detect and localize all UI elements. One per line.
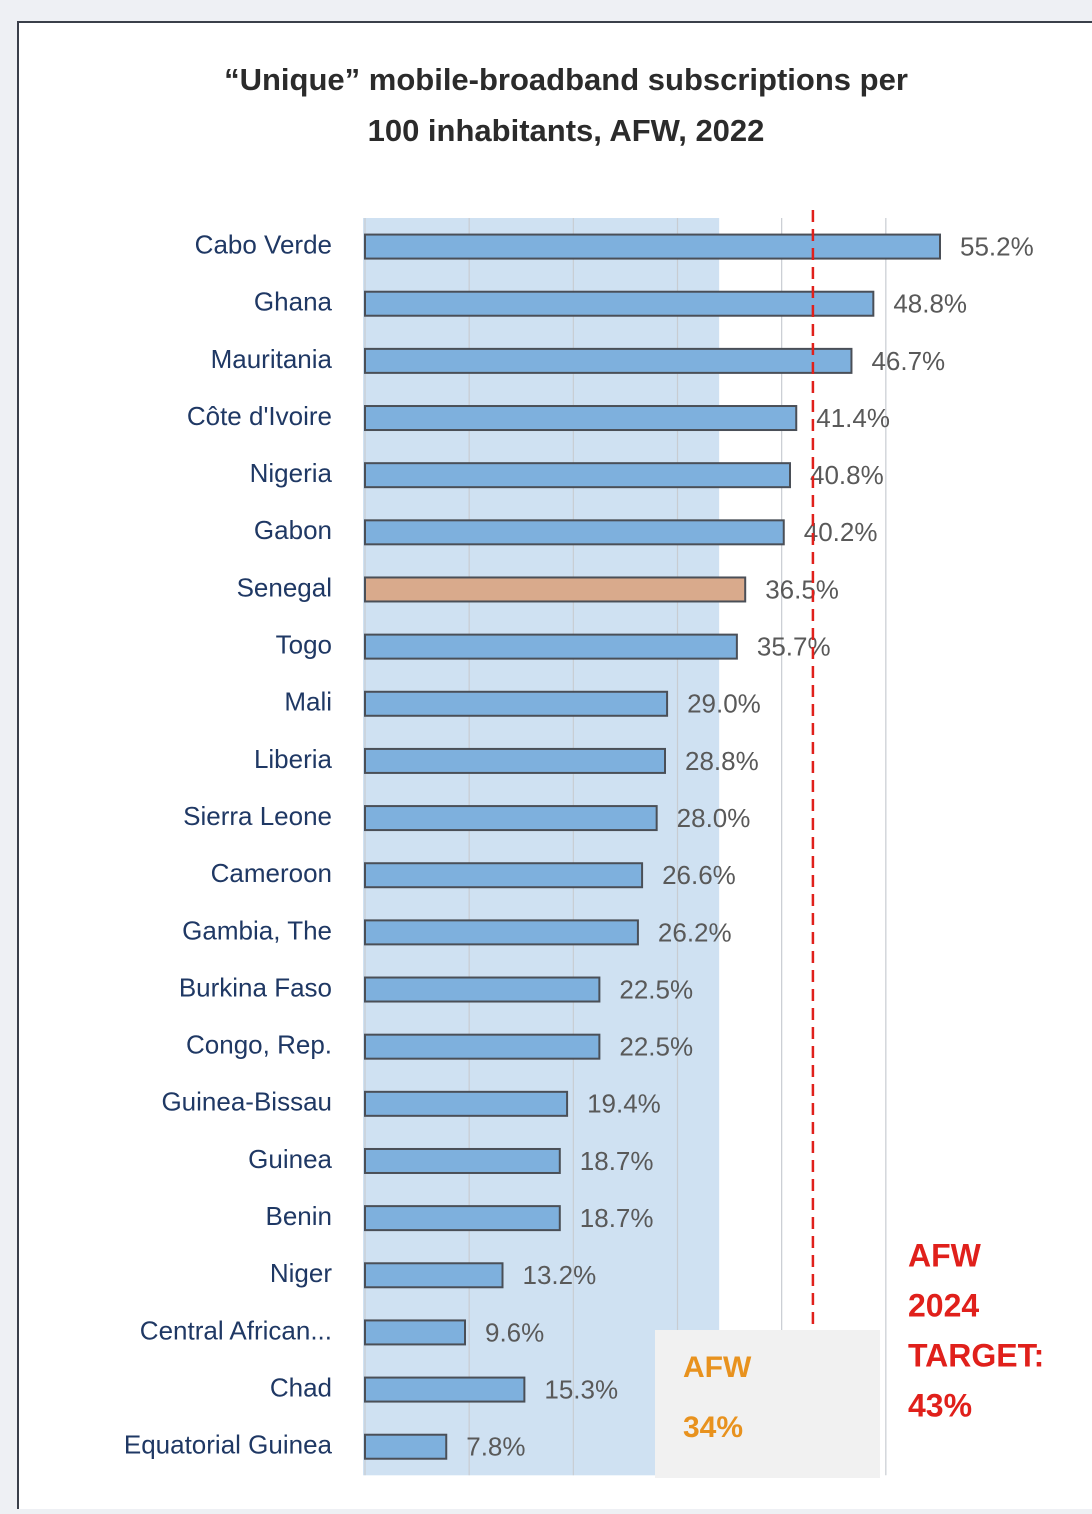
y-tick-label: Chad	[270, 1372, 332, 1402]
average-box	[655, 1330, 880, 1478]
y-tick-label: Côte d'Ivoire	[187, 401, 332, 431]
target-label: TARGET:	[908, 1337, 1044, 1373]
y-tick-label: Togo	[276, 630, 332, 660]
bar	[364, 290, 875, 317]
value-label: 28.0%	[677, 803, 751, 833]
y-tick-label: Cameroon	[211, 858, 332, 888]
value-label: 26.6%	[662, 860, 736, 890]
value-label: 19.4%	[587, 1089, 661, 1119]
bar	[364, 976, 601, 1003]
bar	[364, 633, 738, 660]
value-label: 28.8%	[685, 746, 759, 776]
bar	[364, 805, 658, 832]
value-label: 55.2%	[960, 231, 1034, 261]
y-tick-label: Burkina Faso	[179, 972, 332, 1002]
y-tick-label: Mauritania	[211, 344, 333, 374]
bar	[364, 347, 853, 374]
y-tick-label: Gambia, The	[182, 915, 332, 945]
value-label: 18.7%	[580, 1203, 654, 1233]
bar	[364, 862, 644, 889]
value-label: 40.2%	[804, 517, 878, 547]
y-tick-label: Guinea	[248, 1144, 332, 1174]
value-label: 36.5%	[765, 574, 839, 604]
value-label: 46.7%	[871, 346, 945, 376]
y-tick-label: Guinea-Bissau	[161, 1087, 332, 1117]
value-label: 35.7%	[757, 632, 831, 662]
chart-title: “Unique” mobile-broadband subscriptions …	[224, 62, 908, 97]
value-label: 41.4%	[816, 403, 890, 433]
y-tick-label: Benin	[266, 1201, 333, 1231]
value-label: 26.2%	[658, 917, 732, 947]
value-label: 7.8%	[466, 1432, 525, 1462]
target-label: 2024	[908, 1287, 979, 1323]
chart-title: 100 inhabitants, AFW, 2022	[368, 113, 765, 148]
bar	[364, 519, 785, 546]
bar	[364, 1090, 569, 1117]
y-tick-label: Central African...	[140, 1315, 332, 1345]
bar	[364, 233, 941, 260]
y-tick-label: Senegal	[237, 572, 332, 602]
bar	[364, 1033, 601, 1060]
average-label: 34%	[683, 1411, 743, 1444]
bar	[364, 1319, 466, 1346]
value-label: 29.0%	[687, 689, 761, 719]
y-tick-label: Liberia	[254, 744, 333, 774]
bar	[364, 1205, 561, 1232]
bar	[364, 405, 798, 432]
y-tick-label: Cabo Verde	[195, 229, 332, 259]
y-tick-label: Congo, Rep.	[186, 1030, 332, 1060]
average-label: AFW	[683, 1351, 752, 1384]
y-tick-label: Mali	[284, 687, 332, 717]
y-tick-label: Sierra Leone	[183, 801, 332, 831]
value-label: 15.3%	[544, 1374, 618, 1404]
bar	[364, 690, 669, 717]
value-label: 22.5%	[619, 974, 693, 1004]
value-label: 48.8%	[893, 289, 967, 319]
target-label: AFW	[908, 1237, 982, 1273]
value-label: 9.6%	[485, 1317, 544, 1347]
bar	[364, 1433, 448, 1460]
bar	[364, 747, 666, 774]
value-label: 18.7%	[580, 1146, 654, 1176]
value-label: 22.5%	[619, 1032, 693, 1062]
bar	[364, 462, 791, 489]
target-label: 43%	[908, 1387, 972, 1423]
y-tick-label: Ghana	[254, 287, 333, 317]
bar	[364, 1376, 526, 1403]
y-tick-label: Gabon	[254, 515, 332, 545]
bar	[364, 1262, 504, 1289]
y-tick-label: Niger	[270, 1258, 332, 1288]
y-tick-label: Nigeria	[250, 458, 333, 488]
bar	[364, 919, 639, 946]
bar	[364, 576, 747, 603]
value-label: 13.2%	[523, 1260, 597, 1290]
bar	[364, 1147, 561, 1174]
value-label: 40.8%	[810, 460, 884, 490]
y-tick-label: Equatorial Guinea	[124, 1430, 333, 1460]
